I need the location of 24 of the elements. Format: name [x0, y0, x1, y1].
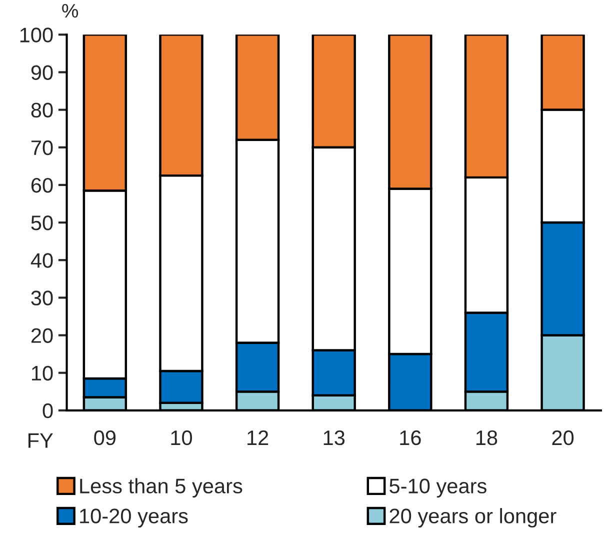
- y-tick-label: 70: [31, 140, 53, 156]
- x-tick-label: 10: [171, 430, 192, 446]
- y-tick-label: 100: [20, 28, 53, 42]
- y-tick-label: 20: [31, 328, 53, 344]
- y-tick-label: 40: [30, 253, 53, 268]
- y-tick-label: 80: [31, 102, 53, 118]
- y-axis-title: %: [62, 4, 78, 18]
- x-tick-label: 16: [400, 430, 421, 446]
- y-tick-label: 50: [31, 216, 53, 230]
- y-tick-label: 60: [31, 178, 53, 193]
- x-axis-title: FY: [28, 433, 53, 448]
- x-tick-label: 09: [94, 430, 116, 446]
- y-tick-label: 0: [42, 403, 53, 418]
- y-tick-label: 30: [31, 290, 53, 306]
- x-tick-label: 13: [324, 430, 345, 446]
- x-tick-label: 18: [476, 430, 498, 446]
- y-tick-label: 90: [31, 65, 53, 80]
- y-tick-label: 10: [32, 366, 53, 381]
- legend-label: Less than 5 years: [80, 478, 242, 498]
- legend-label: 20 years or longer: [390, 508, 556, 528]
- legend-label: 5-10 years: [390, 478, 486, 498]
- x-tick-label: 20: [552, 430, 574, 446]
- legend-label: 10-20 years: [80, 508, 188, 528]
- x-tick-label: 12: [248, 430, 268, 445]
